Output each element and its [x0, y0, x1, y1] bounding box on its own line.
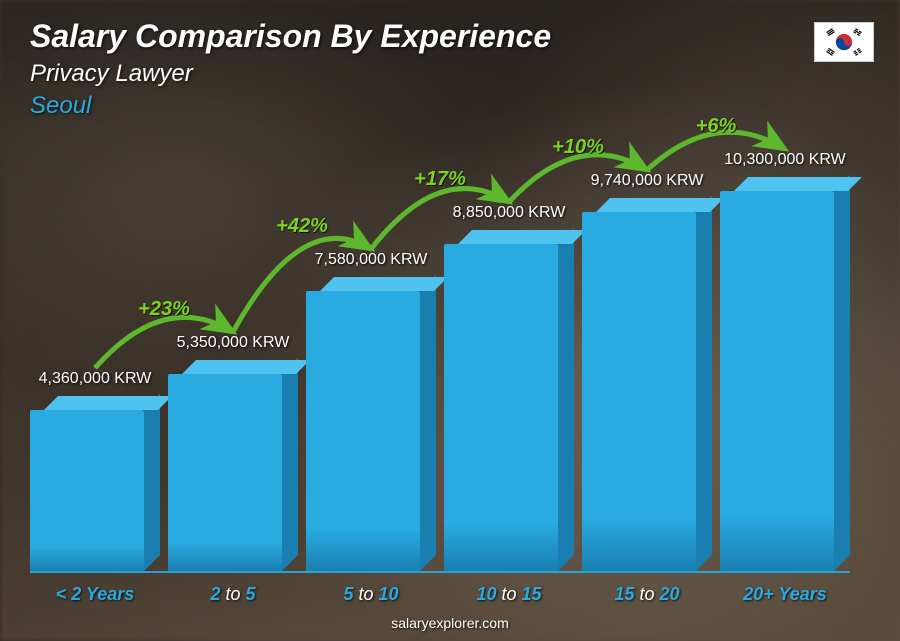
x-axis-labels: < 2 Years2 to 55 to 1010 to 1515 to 2020…: [30, 584, 850, 605]
bar: [306, 291, 436, 571]
bar-value-label: 5,350,000 KRW: [136, 334, 331, 352]
x-label-post: 20: [660, 584, 680, 604]
footer-source: salaryexplorer.com: [0, 615, 900, 631]
x-axis-label: 2 to 5: [168, 584, 298, 605]
bar-side: [420, 275, 436, 571]
x-label-pre: 20+: [743, 584, 774, 604]
x-label-pre: < 2: [56, 584, 82, 604]
country-flag-icon: [814, 22, 874, 62]
bar-top: [44, 396, 172, 410]
x-axis-label: 5 to 10: [306, 584, 436, 605]
bar-group: 9,740,000 KRW: [582, 212, 712, 571]
x-label-mid: to: [353, 584, 378, 604]
bar-side: [144, 394, 160, 571]
bar-value-label: 4,360,000 KRW: [0, 370, 193, 388]
x-label-post: 5: [246, 584, 256, 604]
bar-chart: +23%+23%+42%+42%+17%+17%+10%+10%+6%+6% 4…: [30, 151, 850, 571]
x-label-post: Years: [774, 584, 827, 604]
x-axis-label: 15 to 20: [582, 584, 712, 605]
x-label-pre: 15: [614, 584, 634, 604]
bar-group: 4,360,000 KRW: [30, 410, 160, 571]
x-label-pre: 5: [343, 584, 353, 604]
x-axis-label: < 2 Years: [30, 584, 160, 605]
bar-front: [444, 244, 558, 571]
x-axis-label: 10 to 15: [444, 584, 574, 605]
x-label-pre: 10: [476, 584, 496, 604]
x-label-mid: to: [220, 584, 245, 604]
bar-group: 8,850,000 KRW: [444, 244, 574, 571]
bar-group: 10,300,000 KRW: [720, 191, 850, 571]
chart-container: Salary Comparison By Experience Privacy …: [0, 0, 900, 641]
bar-top: [734, 177, 862, 191]
chart-location: Seoul: [30, 92, 91, 120]
bar-front: [168, 374, 282, 571]
bar-group: 7,580,000 KRW: [306, 291, 436, 571]
bar-top: [320, 277, 448, 291]
bar-top: [458, 230, 586, 244]
increase-label: +6%: [696, 115, 737, 137]
bar-top: [596, 198, 724, 212]
x-label-pre: 2: [210, 584, 220, 604]
bar-value-label: 10,300,000 KRW: [688, 151, 883, 169]
x-label-mid: to: [634, 584, 659, 604]
chart-baseline: [30, 571, 850, 573]
bar-front: [582, 212, 696, 571]
bars-row: 4,360,000 KRW5,350,000 KRW7,580,000 KRW8…: [30, 151, 850, 571]
bar-group: 5,350,000 KRW: [168, 374, 298, 571]
bar-side: [696, 196, 712, 571]
x-label-post: 10: [379, 584, 399, 604]
chart-title: Salary Comparison By Experience: [30, 18, 551, 55]
bar-top: [182, 360, 310, 374]
x-label-post: Years: [81, 584, 134, 604]
bar-value-label: 8,850,000 KRW: [412, 204, 607, 222]
bar-value-label: 7,580,000 KRW: [274, 251, 469, 269]
bar: [168, 374, 298, 571]
x-label-post: 15: [522, 584, 542, 604]
bar-side: [282, 358, 298, 571]
bar-front: [306, 291, 420, 571]
bar: [444, 244, 574, 571]
bar: [30, 410, 160, 571]
bar: [582, 212, 712, 571]
bar-side: [558, 228, 574, 571]
bar-side: [834, 175, 850, 571]
increase-label: +6%: [697, 116, 738, 138]
x-label-mid: to: [496, 584, 521, 604]
x-axis-label: 20+ Years: [720, 584, 850, 605]
bar-front: [720, 191, 834, 571]
chart-subtitle: Privacy Lawyer: [30, 60, 193, 88]
bar: [720, 191, 850, 571]
bar-front: [30, 410, 144, 571]
bar-value-label: 9,740,000 KRW: [550, 172, 745, 190]
